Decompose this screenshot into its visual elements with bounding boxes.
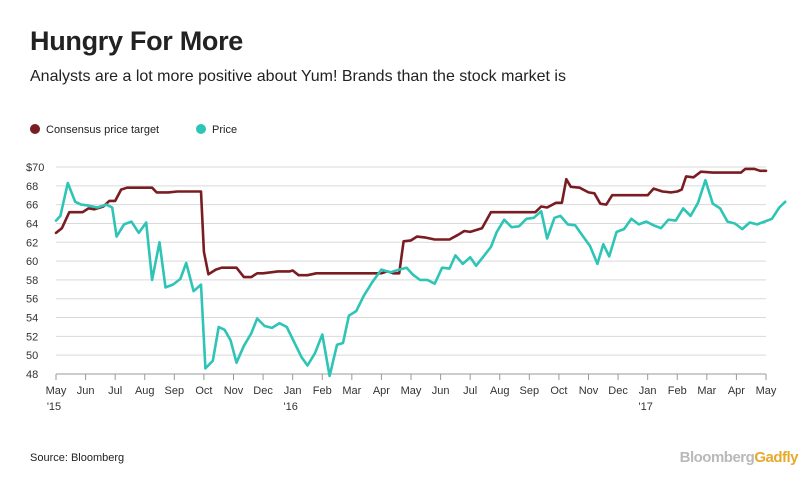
x-tick-year-label: '16 <box>283 401 297 413</box>
x-tick-label: Sep <box>520 385 540 397</box>
legend-item-consensus: Consensus price target <box>30 124 159 136</box>
x-tick-label: Feb <box>668 385 687 397</box>
x-tick-label: May <box>46 385 67 397</box>
x-tick-label: Dec <box>608 385 628 397</box>
x-tick-label: Jan <box>639 385 657 397</box>
x-tick-label: Nov <box>579 385 599 397</box>
x-tick-year-label: '15 <box>47 401 61 413</box>
legend-label-consensus: Consensus price target <box>46 124 160 136</box>
legend-label-price: Price <box>212 124 238 136</box>
x-tick-label: Jul <box>463 385 477 397</box>
x-tick-label: Jun <box>77 385 95 397</box>
y-tick-label: $70 <box>26 162 44 174</box>
x-tick-label: Oct <box>550 385 567 397</box>
x-tick-label: Dec <box>253 385 273 397</box>
x-tick-label: May <box>401 385 422 397</box>
x-tick-label: Mar <box>697 385 716 397</box>
x-tick-year-label: '17 <box>638 401 652 413</box>
x-tick-label: Feb <box>313 385 332 397</box>
x-tick-label: Aug <box>135 385 155 397</box>
y-tick-label: 60 <box>26 256 38 268</box>
y-tick-label: 50 <box>26 350 38 362</box>
brand-logo-part1: Bloomberg <box>679 449 755 466</box>
chart-subtitle: Analysts are a lot more positive about Y… <box>30 68 566 85</box>
y-tick-label: 58 <box>26 275 38 287</box>
legend-marker-consensus <box>30 124 40 134</box>
x-tick-label: Apr <box>728 385 745 397</box>
x-tick-label: Apr <box>373 385 390 397</box>
x-tick-label: Aug <box>490 385 510 397</box>
series-line-price <box>54 178 787 378</box>
series-line-consensus-price-target <box>54 167 768 279</box>
x-tick-label: Sep <box>165 385 185 397</box>
y-tick-label: 66 <box>26 200 38 212</box>
brand-logo: BloombergGadfly <box>679 449 799 466</box>
y-tick-label: 54 <box>26 313 38 325</box>
legend-marker-price <box>196 124 206 134</box>
x-tick-label: Jun <box>432 385 450 397</box>
source-note: Source: Bloomberg <box>30 452 125 464</box>
x-tick-label: May <box>756 385 777 397</box>
y-tick-label: 48 <box>26 369 38 381</box>
x-tick-label: Jan <box>284 385 302 397</box>
chart-title: Hungry For More <box>30 26 244 56</box>
x-tick-label: Jul <box>108 385 122 397</box>
x-tick-label: Nov <box>224 385 244 397</box>
y-tick-label: 56 <box>26 294 38 306</box>
x-tick-label: Oct <box>195 385 212 397</box>
brand-logo-part2: Gadfly <box>754 449 798 466</box>
y-tick-label: 68 <box>26 181 38 193</box>
y-tick-label: 52 <box>26 331 38 343</box>
y-tick-label: 64 <box>26 218 38 230</box>
legend-item-price: Price <box>196 124 237 136</box>
x-tick-label: Mar <box>342 385 361 397</box>
y-tick-label: 62 <box>26 237 38 249</box>
